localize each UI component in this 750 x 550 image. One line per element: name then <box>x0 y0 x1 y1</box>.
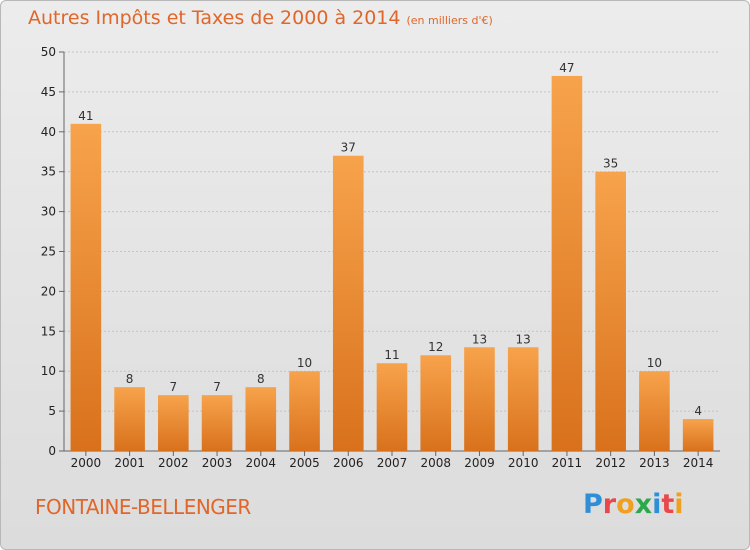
x-tick-label-2010: 2010 <box>508 456 539 470</box>
data-label-2009: 13 <box>472 332 487 346</box>
bar-2006 <box>332 155 364 452</box>
x-tick-label-2002: 2002 <box>158 456 189 470</box>
data-label-2011: 47 <box>559 61 574 75</box>
logo-letter: t <box>661 489 675 520</box>
x-tick-label-2012: 2012 <box>595 456 626 470</box>
data-label-2001: 8 <box>126 372 134 386</box>
bar-2013 <box>639 371 670 451</box>
bar-2004 <box>245 387 277 451</box>
y-tick-label: 20 <box>41 284 56 298</box>
y-tick-label: 0 <box>48 444 56 458</box>
data-label-2006: 37 <box>341 141 356 155</box>
y-tick-label: 45 <box>41 85 56 99</box>
data-label-2008: 12 <box>428 340 443 354</box>
bar-2010 <box>507 347 539 451</box>
logo-letter: i <box>652 489 662 520</box>
bar-2007 <box>376 363 408 451</box>
data-label-2004: 8 <box>257 372 265 386</box>
y-tick-label: 30 <box>41 205 56 219</box>
bar-2008 <box>420 355 452 451</box>
chart-title: Autres Impôts et Taxes de 2000 à 2014 <box>28 7 401 29</box>
y-tick-label: 50 <box>41 45 56 59</box>
commune-name: FONTAINE-BELLENGER <box>35 495 251 519</box>
data-label-2005: 10 <box>297 356 312 370</box>
data-label-2012: 35 <box>603 157 618 171</box>
x-tick-label-2009: 2009 <box>464 456 495 470</box>
x-tick-label-2011: 2011 <box>552 456 583 470</box>
x-tick-label-2005: 2005 <box>289 456 320 470</box>
x-tick-label-2007: 2007 <box>377 456 408 470</box>
data-label-2013: 10 <box>647 356 662 370</box>
bar-2009 <box>464 347 495 451</box>
logo-letter: o <box>616 489 635 520</box>
x-tick-label-2001: 2001 <box>114 456 145 470</box>
bar-2012 <box>595 171 626 451</box>
x-tick-label-2003: 2003 <box>202 456 233 470</box>
logo-letter: r <box>602 489 617 520</box>
proxiti-logo[interactable]: Proxiti <box>583 489 684 520</box>
logo-letter: i <box>674 489 684 520</box>
x-tick-label-2004: 2004 <box>246 456 277 470</box>
bar-2000 <box>70 123 102 451</box>
data-label-2010: 13 <box>516 332 531 346</box>
bar-layer <box>70 75 714 452</box>
data-label-2003: 7 <box>213 380 221 394</box>
x-tick-label-2008: 2008 <box>420 456 451 470</box>
title-row: Autres Impôts et Taxes de 2000 à 2014 (en… <box>28 7 493 29</box>
bar-2011 <box>551 75 583 451</box>
y-tick-label: 25 <box>41 245 56 259</box>
x-tick-label-2006: 2006 <box>333 456 364 470</box>
chart-unit: (en milliers d'€) <box>406 14 493 27</box>
logo-letter: P <box>583 489 603 520</box>
logo-letter: x <box>634 489 653 520</box>
label-layer: 41 8 7 7 8 10 37 11 12 13 13 47 35 10 4 <box>78 61 702 418</box>
y-tick-label: 5 <box>48 404 56 418</box>
data-label-2014: 4 <box>694 404 702 418</box>
y-tick-label: 40 <box>41 125 56 139</box>
y-tick-label: 15 <box>41 324 56 338</box>
bar-2005 <box>289 371 320 451</box>
x-tick-label-2014: 2014 <box>683 456 714 470</box>
bar-2001 <box>114 387 145 451</box>
bar-2003 <box>201 395 233 451</box>
y-tick-label: 35 <box>41 165 56 179</box>
data-label-2000: 41 <box>78 109 93 123</box>
data-label-2007: 11 <box>384 348 399 362</box>
x-tick-label-2000: 2000 <box>71 456 102 470</box>
x-tick-label-2013: 2013 <box>639 456 670 470</box>
y-tick-label: 10 <box>41 364 56 378</box>
bar-2014 <box>682 419 714 451</box>
data-label-2002: 7 <box>170 380 178 394</box>
bar-2002 <box>158 395 189 451</box>
